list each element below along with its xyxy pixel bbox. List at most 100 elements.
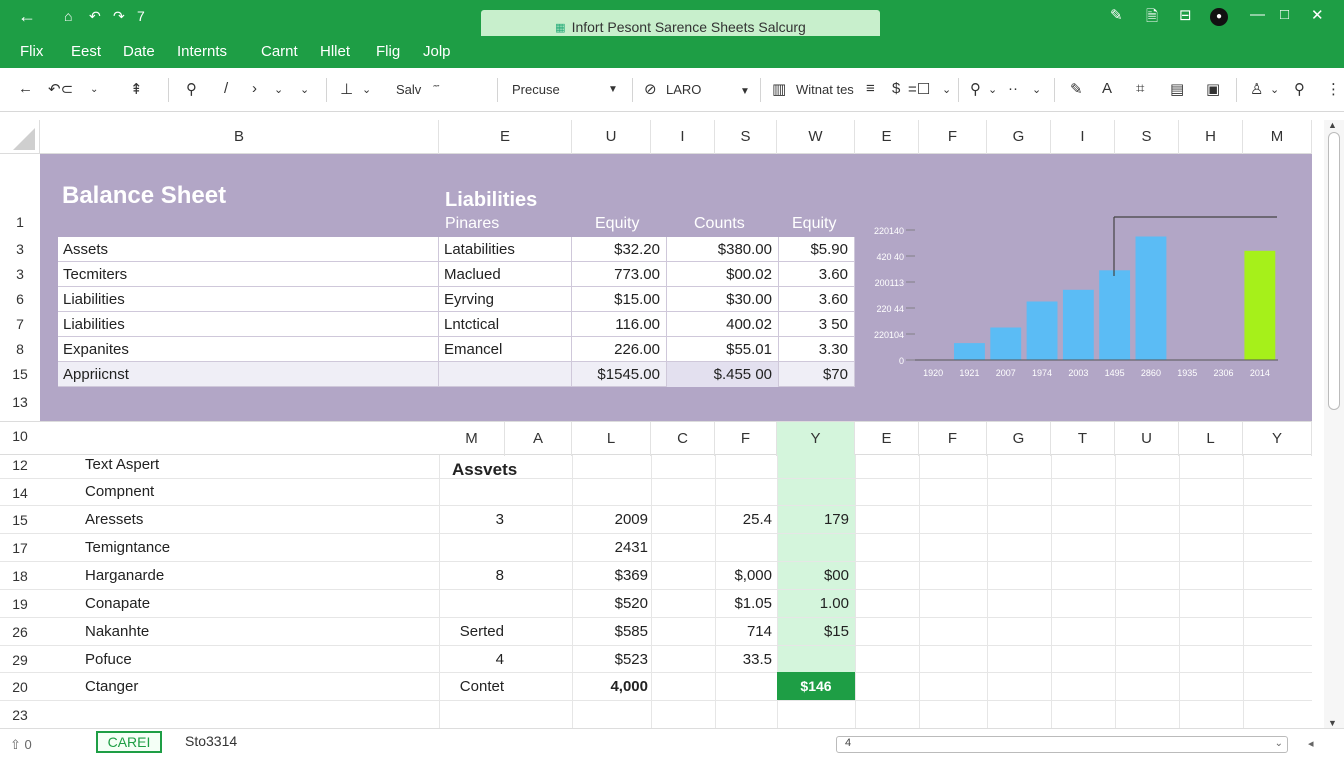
row-label[interactable]: Pofuce [85, 651, 132, 668]
cell[interactable]: $32.20 [572, 237, 667, 262]
align-icon[interactable]: ≡ [866, 80, 875, 97]
cell[interactable]: 773.00 [572, 262, 667, 287]
column-header[interactable]: F [715, 422, 777, 456]
cell[interactable]: 400.02 [667, 312, 779, 337]
text-icon[interactable]: A [1102, 80, 1113, 97]
menu-file[interactable]: Flix [20, 43, 44, 60]
cell[interactable]: $00.02 [667, 262, 779, 287]
chart-bar[interactable] [1099, 270, 1131, 360]
row-header[interactable]: 10 [12, 428, 28, 444]
cell[interactable]: 116.00 [572, 312, 667, 337]
cell[interactable]: 25.4 [742, 511, 772, 528]
column-header[interactable]: H [1179, 120, 1243, 154]
cell[interactable]: $1545.00 [572, 362, 667, 387]
cell[interactable]: 3 [495, 511, 504, 528]
scroll-up-icon[interactable]: ▲ [1328, 120, 1337, 130]
row-label[interactable]: Temigntance [85, 539, 171, 556]
cell[interactable]: Liabilities [58, 287, 439, 312]
zoom-icon[interactable]: ⚲ [970, 81, 981, 98]
column-header[interactable]: E [855, 120, 919, 154]
chevron-down-icon[interactable]: ▼ [608, 84, 618, 95]
menu-edit[interactable]: Eest [71, 43, 102, 60]
cell[interactable]: 8 [495, 567, 504, 584]
chevron-down-icon[interactable]: ⌄ [1032, 84, 1042, 96]
cell[interactable]: Assets [58, 237, 439, 262]
cell[interactable]: $523 [614, 651, 648, 668]
row-label[interactable]: Conapate [85, 595, 151, 612]
cell[interactable]: Emancel [439, 337, 572, 362]
minimize-icon[interactable]: — [1250, 6, 1265, 23]
cell[interactable]: $15 [823, 623, 849, 640]
chevron-down-icon[interactable]: ▼ [740, 86, 750, 97]
format-icon[interactable]: =☐ [908, 81, 931, 98]
column-header[interactable]: W [777, 120, 855, 154]
paint-bucket-icon[interactable]: ♙ [1250, 81, 1264, 98]
column-header[interactable]: L [1179, 422, 1243, 456]
chevron-down-icon[interactable]: ⌄ [942, 84, 952, 96]
column-header[interactable]: S [1115, 120, 1179, 154]
cell[interactable]: $520 [614, 595, 648, 612]
column-header[interactable]: T [1051, 422, 1115, 456]
back-arrow-icon[interactable]: ← [18, 6, 36, 26]
chevron-down-icon[interactable]: ⌄ [300, 84, 310, 96]
bar-chart-icon[interactable]: ▥ [772, 81, 787, 98]
row-header[interactable]: 14 [12, 485, 28, 501]
cell[interactable]: 226.00 [572, 337, 667, 362]
active-cell[interactable]: $146 [777, 672, 855, 700]
scroll-down-icon[interactable]: ▼ [1328, 718, 1337, 728]
cell[interactable] [439, 362, 572, 387]
assets-heading[interactable]: Assvets [452, 460, 518, 479]
column-header[interactable]: I [651, 120, 715, 154]
cell[interactable]: 4,000 [610, 678, 648, 695]
cell[interactable]: 179 [823, 511, 849, 528]
chart-bar[interactable] [1026, 301, 1058, 361]
cell[interactable]: Lntctical [439, 312, 572, 337]
row-header[interactable]: 19 [12, 596, 28, 612]
row-header[interactable]: 20 [12, 679, 28, 695]
link-icon[interactable]: ⚲ [186, 81, 197, 98]
column-header[interactable]: E [855, 422, 919, 456]
column-header[interactable]: L [572, 422, 651, 456]
chart-bar[interactable] [1062, 289, 1094, 360]
row-header[interactable]: 26 [12, 624, 28, 640]
chevron-down-icon[interactable]: ⌄ [988, 84, 998, 96]
scrollbar-thumb[interactable] [1328, 132, 1340, 410]
cell[interactable]: 714 [746, 623, 772, 640]
table-row[interactable]: Liabilities Eyrving $15.00 $30.00 3.60 [58, 287, 855, 312]
cell[interactable]: $585 [614, 623, 648, 640]
column-header[interactable]: Y [1243, 422, 1312, 456]
sum-icon[interactable]: ⊥ [340, 81, 354, 98]
cell[interactable]: 33.5 [742, 651, 772, 668]
row-header[interactable]: 23 [12, 707, 28, 723]
chart-bar[interactable] [1135, 236, 1167, 361]
draw-icon[interactable]: ✎ [1070, 81, 1083, 98]
document-icon[interactable]: 🗎 [1146, 8, 1159, 25]
notes-icon[interactable]: ▤ [1170, 81, 1185, 98]
undo-icon[interactable]: ↶ [89, 8, 101, 24]
row-header[interactable]: 15 [12, 366, 28, 382]
cell[interactable]: Expanites [58, 337, 439, 362]
embedded-bar-chart[interactable]: 220140 420 40 200113 220 44 220104 0 1920 1921… [870, 210, 1300, 385]
cell[interactable]: 4 [495, 651, 504, 668]
table-row[interactable]: Assets Latabilities $32.20 $380.00 $5.90 [58, 237, 855, 262]
row-label[interactable]: Aressets [85, 511, 144, 528]
row-header[interactable]: 18 [12, 568, 28, 584]
cell[interactable]: Eyrving [439, 287, 572, 312]
scroll-right-icon[interactable]: ◂ [1308, 738, 1314, 750]
table-row[interactable]: Liabilities Lntctical 116.00 400.02 3 50 [58, 312, 855, 337]
sheet-tab-active[interactable]: CAREI [96, 731, 162, 753]
cell[interactable]: Appriicnst [58, 362, 439, 387]
cell[interactable]: Maclued [439, 262, 572, 287]
sheet-tab[interactable]: Sto3314 [185, 733, 238, 749]
cell[interactable]: 2431 [614, 539, 648, 556]
horizontal-scrollbar[interactable]: 4 ⌄ [836, 736, 1288, 753]
pen-icon[interactable]: ✎ [1110, 7, 1123, 24]
row-label[interactable]: Text Aspert [85, 456, 160, 473]
row-header[interactable]: 3 [16, 266, 24, 282]
cell[interactable]: $55.01 [667, 337, 779, 362]
column-header[interactable]: E [439, 120, 572, 154]
cell[interactable]: 1.00 [819, 595, 849, 612]
menu-data[interactable]: Date [123, 43, 155, 60]
paint-format-icon[interactable]: ⇞ [130, 81, 143, 98]
cell[interactable]: 3.60 [779, 262, 855, 287]
